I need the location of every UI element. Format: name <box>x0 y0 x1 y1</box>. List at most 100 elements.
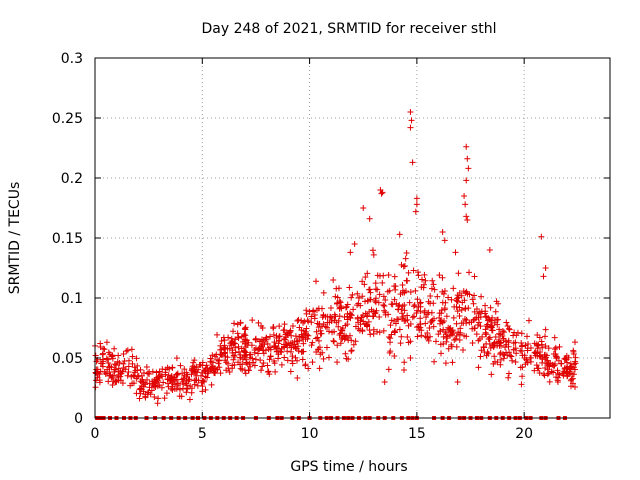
chart-title: Day 248 of 2021, SRMTID for receiver sth… <box>202 21 497 37</box>
data-point <box>214 331 221 338</box>
data-point <box>542 265 549 271</box>
data-point <box>412 287 419 294</box>
data-point <box>428 285 435 292</box>
data-point <box>183 389 190 396</box>
data-point <box>534 332 541 339</box>
data-point <box>258 367 265 374</box>
data-point <box>236 348 243 355</box>
data-point <box>264 340 271 347</box>
y-tick-label: 0.2 <box>61 171 83 187</box>
data-point <box>401 359 408 366</box>
data-point <box>492 308 499 315</box>
x-axis-label: GPS time / hours <box>290 459 407 475</box>
data-point <box>512 345 519 352</box>
data-point <box>462 305 469 312</box>
data-point <box>308 313 315 320</box>
data-point <box>364 312 371 319</box>
data-point <box>421 271 428 278</box>
data-point <box>369 247 376 254</box>
data-point <box>335 285 342 292</box>
data-point <box>289 353 296 360</box>
data-point <box>545 360 552 367</box>
data-point <box>511 329 518 336</box>
data-point <box>465 165 472 172</box>
data-point <box>443 313 450 320</box>
data-point <box>413 195 420 202</box>
data-point <box>153 376 160 383</box>
data-point <box>538 233 545 240</box>
data-point <box>131 364 138 371</box>
data-point <box>308 319 315 326</box>
data-point <box>125 369 132 376</box>
data-point <box>389 301 396 308</box>
data-point <box>367 296 374 303</box>
data-point <box>334 342 341 349</box>
data-point <box>456 331 463 338</box>
data-point <box>374 272 381 279</box>
data-point <box>450 285 457 292</box>
data-point <box>146 371 153 378</box>
data-point <box>257 357 264 364</box>
data-point <box>418 332 425 339</box>
data-point <box>443 338 450 345</box>
data-point <box>159 373 166 380</box>
data-point <box>405 269 412 276</box>
data-point <box>396 326 403 333</box>
data-points <box>92 109 579 420</box>
data-point <box>99 363 106 370</box>
data-point <box>540 273 547 280</box>
data-point <box>490 344 497 351</box>
data-point <box>510 332 517 339</box>
data-point <box>445 324 452 331</box>
data-point <box>199 369 206 376</box>
y-tick-label: 0.3 <box>61 51 83 67</box>
data-point <box>144 370 151 377</box>
data-point <box>180 380 187 387</box>
data-point <box>256 338 263 345</box>
data-point <box>490 360 497 367</box>
data-point <box>137 390 144 397</box>
data-point <box>270 331 277 338</box>
data-point <box>522 361 529 368</box>
data-point <box>140 388 147 395</box>
data-point <box>471 273 478 280</box>
data-point <box>508 353 515 360</box>
data-point <box>238 345 245 352</box>
data-point <box>226 368 233 375</box>
data-point <box>272 368 279 375</box>
data-point <box>344 310 351 317</box>
data-point <box>202 373 209 380</box>
data-point <box>234 330 241 337</box>
data-point <box>190 359 197 366</box>
data-point <box>407 109 414 115</box>
data-point <box>313 278 320 285</box>
data-point <box>336 304 343 311</box>
data-point <box>403 277 410 284</box>
data-point <box>518 348 525 355</box>
data-point <box>456 336 463 343</box>
data-point <box>320 355 327 362</box>
data-point <box>280 341 287 348</box>
data-point <box>288 332 295 339</box>
data-point <box>491 339 498 346</box>
data-point <box>255 319 262 326</box>
data-point <box>152 384 159 391</box>
data-point <box>480 343 487 350</box>
data-point <box>403 250 410 257</box>
data-point <box>376 314 383 321</box>
data-point <box>354 290 361 297</box>
data-point <box>367 331 374 338</box>
data-point <box>343 355 350 362</box>
data-point <box>109 355 116 362</box>
data-point <box>278 345 285 352</box>
data-point <box>209 352 216 359</box>
data-point <box>451 336 458 343</box>
data-point <box>117 368 124 375</box>
data-point <box>242 349 249 356</box>
data-point <box>452 249 459 256</box>
data-point <box>198 372 205 379</box>
data-point <box>315 305 322 312</box>
data-point <box>544 357 551 364</box>
data-point <box>556 343 563 350</box>
